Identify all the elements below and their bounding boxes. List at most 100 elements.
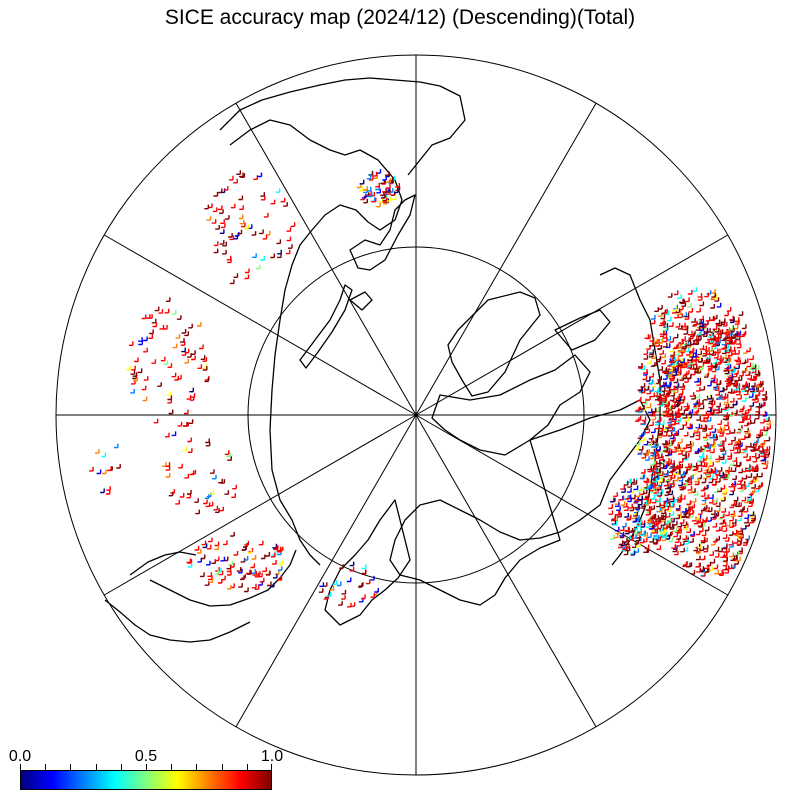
accuracy-marker (716, 329, 722, 335)
accuracy-marker (202, 357, 208, 362)
accuracy-marker (735, 502, 740, 507)
accuracy-marker (206, 544, 212, 550)
accuracy-marker (184, 358, 189, 364)
accuracy-marker (706, 407, 712, 413)
accuracy-marker (737, 512, 743, 517)
accuracy-marker (699, 546, 705, 551)
accuracy-marker (682, 444, 688, 450)
meridian-line (415, 234, 729, 416)
accuracy-marker (730, 429, 736, 434)
accuracy-marker (226, 255, 232, 261)
accuracy-marker (260, 195, 266, 201)
accuracy-marker (682, 481, 688, 487)
accuracy-marker (669, 502, 675, 508)
accuracy-marker (745, 382, 750, 388)
accuracy-marker (633, 511, 638, 517)
accuracy-marker (659, 332, 665, 337)
accuracy-marker (218, 570, 224, 576)
accuracy-marker (222, 249, 227, 255)
accuracy-marker (189, 387, 194, 393)
accuracy-marker (676, 495, 682, 501)
accuracy-marker (719, 513, 725, 519)
accuracy-marker (370, 575, 375, 581)
accuracy-marker (664, 310, 669, 316)
accuracy-marker (272, 560, 277, 565)
accuracy-marker (646, 484, 652, 489)
accuracy-marker (715, 526, 721, 532)
accuracy-marker (731, 334, 736, 339)
accuracy-marker (674, 402, 680, 408)
accuracy-marker (716, 302, 722, 308)
accuracy-marker (667, 507, 672, 512)
meridian-line (235, 414, 417, 728)
accuracy-marker (725, 330, 730, 336)
accuracy-marker (692, 357, 697, 362)
accuracy-marker (660, 314, 666, 320)
accuracy-marker (721, 496, 726, 502)
accuracy-marker (663, 524, 668, 530)
accuracy-marker (661, 458, 667, 464)
accuracy-marker (208, 537, 213, 543)
accuracy-marker (763, 460, 769, 465)
accuracy-marker (754, 370, 760, 375)
meridian-line (235, 102, 417, 416)
accuracy-marker (738, 477, 743, 482)
accuracy-marker (688, 308, 694, 313)
accuracy-marker (650, 471, 656, 476)
accuracy-marker (636, 522, 641, 527)
accuracy-marker (724, 421, 729, 427)
accuracy-marker (669, 525, 675, 530)
accuracy-marker (650, 488, 655, 493)
accuracy-marker (280, 197, 286, 203)
accuracy-marker (714, 327, 720, 333)
accuracy-marker (257, 172, 263, 178)
accuracy-marker (632, 517, 638, 523)
accuracy-marker (614, 526, 620, 532)
accuracy-marker (729, 446, 735, 452)
accuracy-marker (698, 365, 704, 371)
accuracy-marker (200, 572, 205, 578)
accuracy-marker (733, 448, 739, 454)
accuracy-marker (633, 498, 639, 504)
accuracy-marker (682, 371, 688, 376)
accuracy-marker (712, 481, 717, 486)
accuracy-marker (175, 499, 180, 505)
accuracy-marker (613, 492, 618, 497)
accuracy-marker (758, 447, 764, 452)
accuracy-marker (701, 531, 707, 537)
accuracy-marker (341, 595, 346, 600)
accuracy-marker (722, 321, 728, 327)
accuracy-marker (238, 583, 243, 588)
coastline-russia (229, 119, 403, 566)
accuracy-marker (751, 452, 757, 458)
accuracy-marker (184, 422, 189, 427)
accuracy-marker (106, 486, 111, 491)
accuracy-marker (749, 376, 755, 381)
accuracy-marker (708, 469, 714, 474)
accuracy-marker (703, 485, 708, 490)
accuracy-marker (718, 570, 723, 575)
accuracy-marker (339, 564, 344, 569)
accuracy-marker (149, 329, 154, 335)
accuracy-marker (719, 571, 724, 576)
accuracy-marker (712, 522, 718, 528)
accuracy-marker (372, 171, 378, 177)
accuracy-marker (657, 400, 663, 406)
accuracy-marker (158, 309, 164, 314)
accuracy-marker (760, 426, 765, 431)
accuracy-marker (658, 507, 663, 513)
accuracy-marker (260, 256, 265, 261)
accuracy-marker (694, 367, 699, 373)
map-title: SICE accuracy map (2024/12) (Descending)… (164, 6, 636, 29)
accuracy-marker (634, 445, 640, 451)
accuracy-marker (318, 588, 324, 593)
accuracy-marker (664, 402, 669, 408)
accuracy-marker (705, 338, 710, 344)
accuracy-marker (285, 249, 291, 255)
accuracy-marker (673, 333, 679, 339)
accuracy-marker (695, 386, 701, 392)
accuracy-marker (664, 369, 669, 375)
accuracy-marker (724, 311, 729, 317)
accuracy-marker (645, 377, 651, 382)
accuracy-marker (730, 318, 735, 324)
